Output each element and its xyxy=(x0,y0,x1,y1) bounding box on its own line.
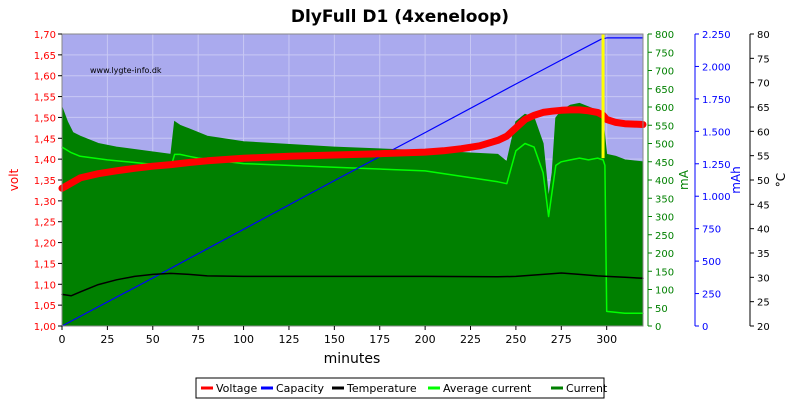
y-axis-label-temp: °C xyxy=(774,173,788,187)
y-tick-label-ma: 650 xyxy=(655,85,674,96)
y-tick-label-volt: 1,00 xyxy=(34,322,56,333)
x-tick-label: 75 xyxy=(191,333,205,346)
y-tick-label-mah: 250 xyxy=(702,290,721,301)
y-tick-label-ma: 150 xyxy=(655,267,674,278)
legend-label: Voltage xyxy=(216,382,257,395)
y-tick-label-volt: 1,65 xyxy=(34,51,56,62)
y-tick-label-volt: 1,55 xyxy=(34,93,56,104)
y-tick-label-temp: 50 xyxy=(757,176,770,187)
x-tick-label: 125 xyxy=(278,333,299,346)
y-tick-label-ma: 400 xyxy=(655,176,674,187)
y-tick-label-temp: 20 xyxy=(757,322,770,333)
legend-label: Current xyxy=(566,382,608,395)
y-tick-label-volt: 1,40 xyxy=(34,155,56,166)
x-tick-label: 150 xyxy=(324,333,345,346)
y-tick-label-temp: 35 xyxy=(757,249,770,260)
y-axis-label-volt: volt xyxy=(7,168,21,191)
y-tick-label-volt: 1,35 xyxy=(34,176,56,187)
legend: Voltage Capacity Temperature Average curren… xyxy=(195,377,608,399)
x-tick-label: 50 xyxy=(146,333,160,346)
y-tick-label-volt: 1,15 xyxy=(34,259,56,270)
y-tick-label-volt: 1,70 xyxy=(34,30,56,41)
x-tick-label: 250 xyxy=(505,333,526,346)
series-lines xyxy=(58,37,647,327)
y-tick-label-temp: 70 xyxy=(757,79,770,90)
legend-label: Temperature xyxy=(346,382,417,395)
series-voltage xyxy=(58,106,647,192)
x-tick-label: 175 xyxy=(369,333,390,346)
y-tick-label-ma: 200 xyxy=(655,249,674,260)
y-tick-label-mah: 750 xyxy=(702,225,721,236)
y-tick-label-ma: 100 xyxy=(655,286,674,297)
y-tick-label-ma: 0 xyxy=(655,322,661,333)
y-tick-label-temp: 25 xyxy=(757,298,770,309)
y-tick-label-ma: 500 xyxy=(655,140,674,151)
y-tick-label-temp: 30 xyxy=(757,273,770,284)
y-tick-label-volt: 1,45 xyxy=(34,134,56,145)
x-tick-label: 25 xyxy=(100,333,114,346)
legend-label: Average current xyxy=(443,382,532,395)
y-tick-label-volt: 1,60 xyxy=(34,72,56,83)
legend-label: Capacity xyxy=(276,382,325,395)
y-tick-label-ma: 350 xyxy=(655,194,674,205)
y-tick-label-ma: 50 xyxy=(655,304,668,315)
y-tick-label-mah: 500 xyxy=(702,257,721,268)
x-tick-label: 100 xyxy=(233,333,254,346)
y-tick-label-ma: 600 xyxy=(655,103,674,114)
x-axis: 0 25 50 75 100 125 150 175 200 225 250 275 300 xyxy=(59,326,617,346)
chart-title: DlyFull D1 (4xeneloop) xyxy=(291,7,509,27)
y-tick-label-mah: 2.250 xyxy=(702,30,731,41)
y-tick-label-temp: 55 xyxy=(757,152,770,163)
y-axis-label-ma: mA xyxy=(677,169,691,190)
y-axes: 1,00 1,05 1,10 1,15 1,20 1,25 1,30 1,35 1,40 1,45… xyxy=(7,30,788,333)
x-tick-label: 0 xyxy=(59,333,66,346)
y-tick-label-ma: 750 xyxy=(655,48,674,59)
y-tick-label-mah: 1.000 xyxy=(702,192,731,203)
x-axis-label: minutes xyxy=(324,351,381,367)
y-tick-label-temp: 45 xyxy=(757,200,770,211)
y-tick-label-mah: 0 xyxy=(702,322,708,333)
y-tick-label-volt: 1,20 xyxy=(34,239,56,250)
y-tick-label-volt: 1,25 xyxy=(34,218,56,229)
y-tick-label-temp: 60 xyxy=(757,127,770,138)
x-tick-label: 275 xyxy=(551,333,572,346)
y-tick-label-ma: 300 xyxy=(655,213,674,224)
y-tick-label-temp: 65 xyxy=(757,103,770,114)
y-tick-label-ma: 450 xyxy=(655,158,674,169)
y-tick-label-volt: 1,10 xyxy=(34,280,56,291)
y-tick-label-ma: 700 xyxy=(655,67,674,78)
watermark: www.lygte-info.dk xyxy=(90,66,162,75)
y-tick-label-temp: 75 xyxy=(757,54,770,65)
y-tick-label-mah: 1.500 xyxy=(702,127,731,138)
y-tick-label-ma: 550 xyxy=(655,121,674,132)
y-tick-label-volt: 1,30 xyxy=(34,197,56,208)
series-temperature xyxy=(61,272,644,297)
y-tick-label-mah: 1.250 xyxy=(702,160,731,171)
y-tick-label-ma: 800 xyxy=(655,30,674,41)
series-capacity xyxy=(61,37,644,327)
y-tick-label-temp: 40 xyxy=(757,225,770,236)
x-tick-label: 200 xyxy=(415,333,436,346)
y-axis-label-mah: mAh xyxy=(729,166,743,194)
y-tick-label-mah: 2.000 xyxy=(702,62,731,73)
y-tick-label-volt: 1,50 xyxy=(34,113,56,124)
y-tick-label-temp: 80 xyxy=(757,30,770,41)
legend-box xyxy=(195,377,605,399)
y-tick-label-volt: 1,05 xyxy=(34,301,56,312)
x-tick-label: 225 xyxy=(460,333,481,346)
y-tick-label-ma: 250 xyxy=(655,231,674,242)
x-tick-label: 300 xyxy=(596,333,617,346)
y-tick-label-mah: 1.750 xyxy=(702,95,731,106)
